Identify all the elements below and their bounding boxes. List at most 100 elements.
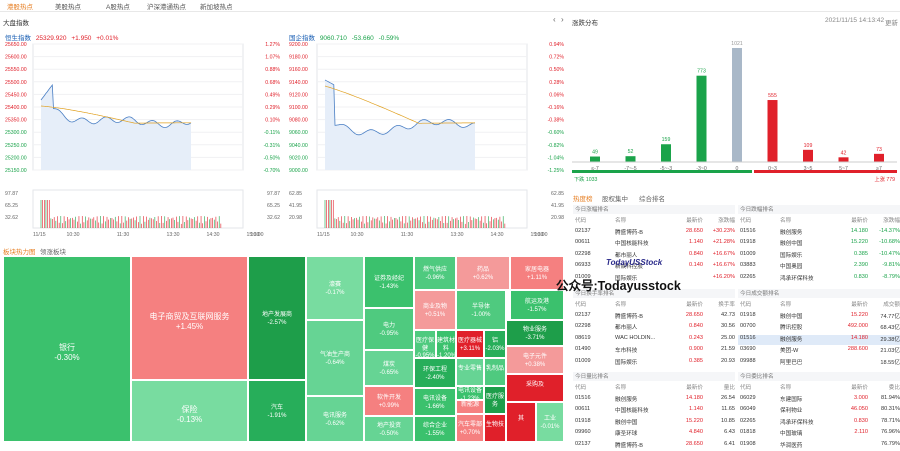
heatmap-cell[interactable]: 新能源 [456,400,484,414]
table-row[interactable]: 06049 保利物业 46.050 80.31% [738,406,900,416]
table-row[interactable]: 06933 新娱科控股 0.140 +16.67% [573,262,737,272]
heatmap-cell[interactable]: 其 [506,402,536,442]
table-cell: 00611 [575,239,591,245]
table-cell: 车市科技 [615,348,638,354]
table-row[interactable]: 01009 国际娱乐 0.385 -10.47% [738,251,900,261]
table-row[interactable]: 01009 国际娱乐 +16.20% [573,274,737,284]
heatmap-cell-pct: +0.51% [424,311,446,318]
heatmap-cell-pct: -1.57% [527,306,547,313]
table-row[interactable]: 03883 中国奥园 2.390 -9.81% [738,262,900,272]
heatmap-cell[interactable]: 生物技 [484,414,506,442]
table-cell: 2.110 [854,429,868,435]
heatmap-cell[interactable]: 燃气供应 -0.96% [414,256,456,290]
table-row[interactable]: 03690 美团-W 288.600 21.03亿 [738,346,900,356]
heatmap-cell[interactable]: 保险 -0.13% [131,380,248,442]
tab-overall-rank[interactable]: 综合排名 [639,196,665,203]
table-cell: 10.85 [721,417,735,424]
hsi-name: 恒生指数 [5,35,31,42]
table-row[interactable]: 01908 华润医药 76.79% [738,441,900,451]
table-row[interactable]: 01516 融创服务 14.180 26.54 [573,395,737,405]
heatmap-cell[interactable]: 煤炭 -0.65% [364,350,414,386]
table-row[interactable]: 02298 都市丽人 0.840 +16.67% [573,251,737,261]
heatmap-cell[interactable]: 证券及经纪 -1.43% [364,256,414,308]
tab-equity-concentration[interactable]: 股权集中 [602,196,628,203]
table-row[interactable]: 01516 融创服务 14.180 29.38亿 [738,334,900,345]
heatmap-cell-pct: +1.45% [175,322,204,331]
table-row[interactable]: 01490 车市科技 0.900 21.59 [573,346,737,356]
heatmap-cell[interactable]: 物业服务 -3.71% [506,320,564,346]
chevron-left-icon[interactable]: ‹ [553,15,556,24]
heatmap-cell[interactable]: 环保工程 -2.40% [414,358,456,388]
heatmap-cell[interactable]: 半导体 -1.00% [456,290,506,330]
tab-sg-hot[interactable]: 新加坡热点 [200,4,233,11]
table-row[interactable]: 01516 融创服务 14.180 -14.37% [738,228,900,238]
table-row[interactable]: 09960 康圣环球 4.840 6.43 [573,429,737,439]
table-row[interactable]: 01818 中国玻璃 2.110 76.96% [738,429,900,439]
heatmap-cell[interactable]: 航运及港 -1.57% [510,290,564,320]
table-row[interactable]: 01918 融创中国 15.220 74.77亿 [738,312,900,322]
table-row[interactable]: 02298 都市丽人 0.840 30.56 [573,323,737,333]
heatmap-cell[interactable]: 乳制品 [484,358,506,386]
table-row[interactable]: 09988 阿里巴巴 18.55亿 [738,358,900,368]
heatmap-cell[interactable]: 濠赛 -0.17% [306,256,364,320]
heatmap-cell[interactable]: 汽车零部 +0.70% [456,414,484,442]
tab-hk-hot[interactable]: 港股热点 [7,4,33,11]
table-row[interactable]: 02265 鸿承环保科技 0.830 -8.79% [738,274,900,284]
heatmap-cell[interactable]: 铝 -2.03% [484,330,506,358]
heatmap-cell[interactable]: 专业零售 [456,358,484,386]
table-row[interactable]: 00700 腾讯控股 492.000 68.43亿 [738,323,900,333]
table-row[interactable]: 02137 腾盛博药-B 28.650 +30.23% [573,228,737,238]
table-row[interactable]: 01918 融创中国 15.220 -10.68% [738,239,900,249]
heatmap-cell[interactable]: 商业及物 +0.51% [414,290,456,330]
dist-category-label: 0 [736,166,739,172]
heatmap-cell[interactable]: 电讯服务 -0.62% [306,396,364,442]
table-row[interactable]: 02137 腾盛博药-B 28.650 42.73 [573,312,737,322]
watermark-large: 公众号:Todayusstock [556,279,681,293]
table-row[interactable]: 06029 东建国际 3.000 81.94% [738,395,900,405]
heatmap-cell[interactable]: 软件开发 +0.99% [364,386,414,416]
x-tick-label: 11:30 [401,232,414,238]
pct-tick-label: -0.11% [264,130,280,136]
heatmap-cell[interactable]: 医疗器械 +3.11% [456,330,484,358]
heatmap-cell-name: 采购及 [525,382,544,388]
heatmap-cell[interactable]: 药品 +0.62% [456,256,510,290]
chevron-right-icon[interactable]: › [561,15,564,24]
heatmap-cell[interactable]: 工业 -0.01% [536,402,564,442]
tab-heatmap[interactable]: 板块热力图 [3,249,36,256]
table-cell: 15.220 [850,239,868,245]
table-row[interactable]: 01009 国际娱乐 0.385 20.93 [573,358,737,368]
table-row[interactable]: 02137 腾盛博药-B 28.650 6.41 [573,441,737,451]
heatmap-cell[interactable]: 地产发展商 -2.57% [248,256,306,380]
table-row[interactable]: 01918 融创中国 15.220 10.85 [573,418,737,428]
heatmap-cell[interactable]: 采购及 [506,374,564,402]
heatmap-cell[interactable]: 气油生产商 -0.64% [306,320,364,396]
heatmap-cell[interactable]: 电子商贸及互联网服务 +1.45% [131,256,248,380]
heatmap-cell[interactable]: 医疗服务 [484,386,506,414]
table-cell: 80.31% [881,406,900,412]
table-cell: 02137 [575,311,591,318]
table-cell: 78.71% [881,417,900,424]
heatmap-cell[interactable]: 建筑材料 -1.20% [436,330,456,358]
refresh-link[interactable]: 更新 [885,20,898,27]
heatmap-cell[interactable]: 电讯设备 -1.23% [456,386,484,400]
heatmap-cell[interactable]: 家居电器 +1.11% [510,256,564,290]
table-row[interactable]: 00611 中国核能科技 1.140 +21.28% [573,239,737,249]
table-cell: 11.65 [721,406,735,412]
heatmap-cell[interactable]: 汽车 -1.91% [248,380,306,442]
heatmap-cell[interactable]: 电力 -0.95% [364,308,414,350]
heatmap-cell[interactable]: 医疗保健 -0.95% [414,330,436,358]
heatmap-cell[interactable]: 综合企业 -1.55% [414,416,456,442]
tab-us-hot[interactable]: 美股热点 [55,4,81,11]
table-row[interactable]: 00611 中国核能科技 1.140 11.65 [573,406,737,416]
heatmap-cell[interactable]: 电子元件 +0.38% [506,346,564,374]
tab-connect-hot[interactable]: 沪深港通热点 [147,4,186,11]
tab-leading-sectors[interactable]: 领涨板块 [40,249,66,256]
heatmap-cell[interactable]: 地产投资 -0.50% [364,416,414,442]
heatmap-cell[interactable]: 银行 -0.30% [3,256,131,442]
tab-a-share-hot[interactable]: A股热点 [106,4,130,11]
heatmap-cell-name: 保险 [181,405,198,414]
tab-hot-list[interactable]: 热度榜 [573,196,593,203]
heatmap-cell[interactable]: 电讯设备 -1.66% [414,388,456,416]
table-row[interactable]: 02265 鸿承环保科技 0.830 78.71% [738,418,900,428]
table-row[interactable]: 08619 WAC HOLDIN... 0.243 25.00 [573,335,737,345]
